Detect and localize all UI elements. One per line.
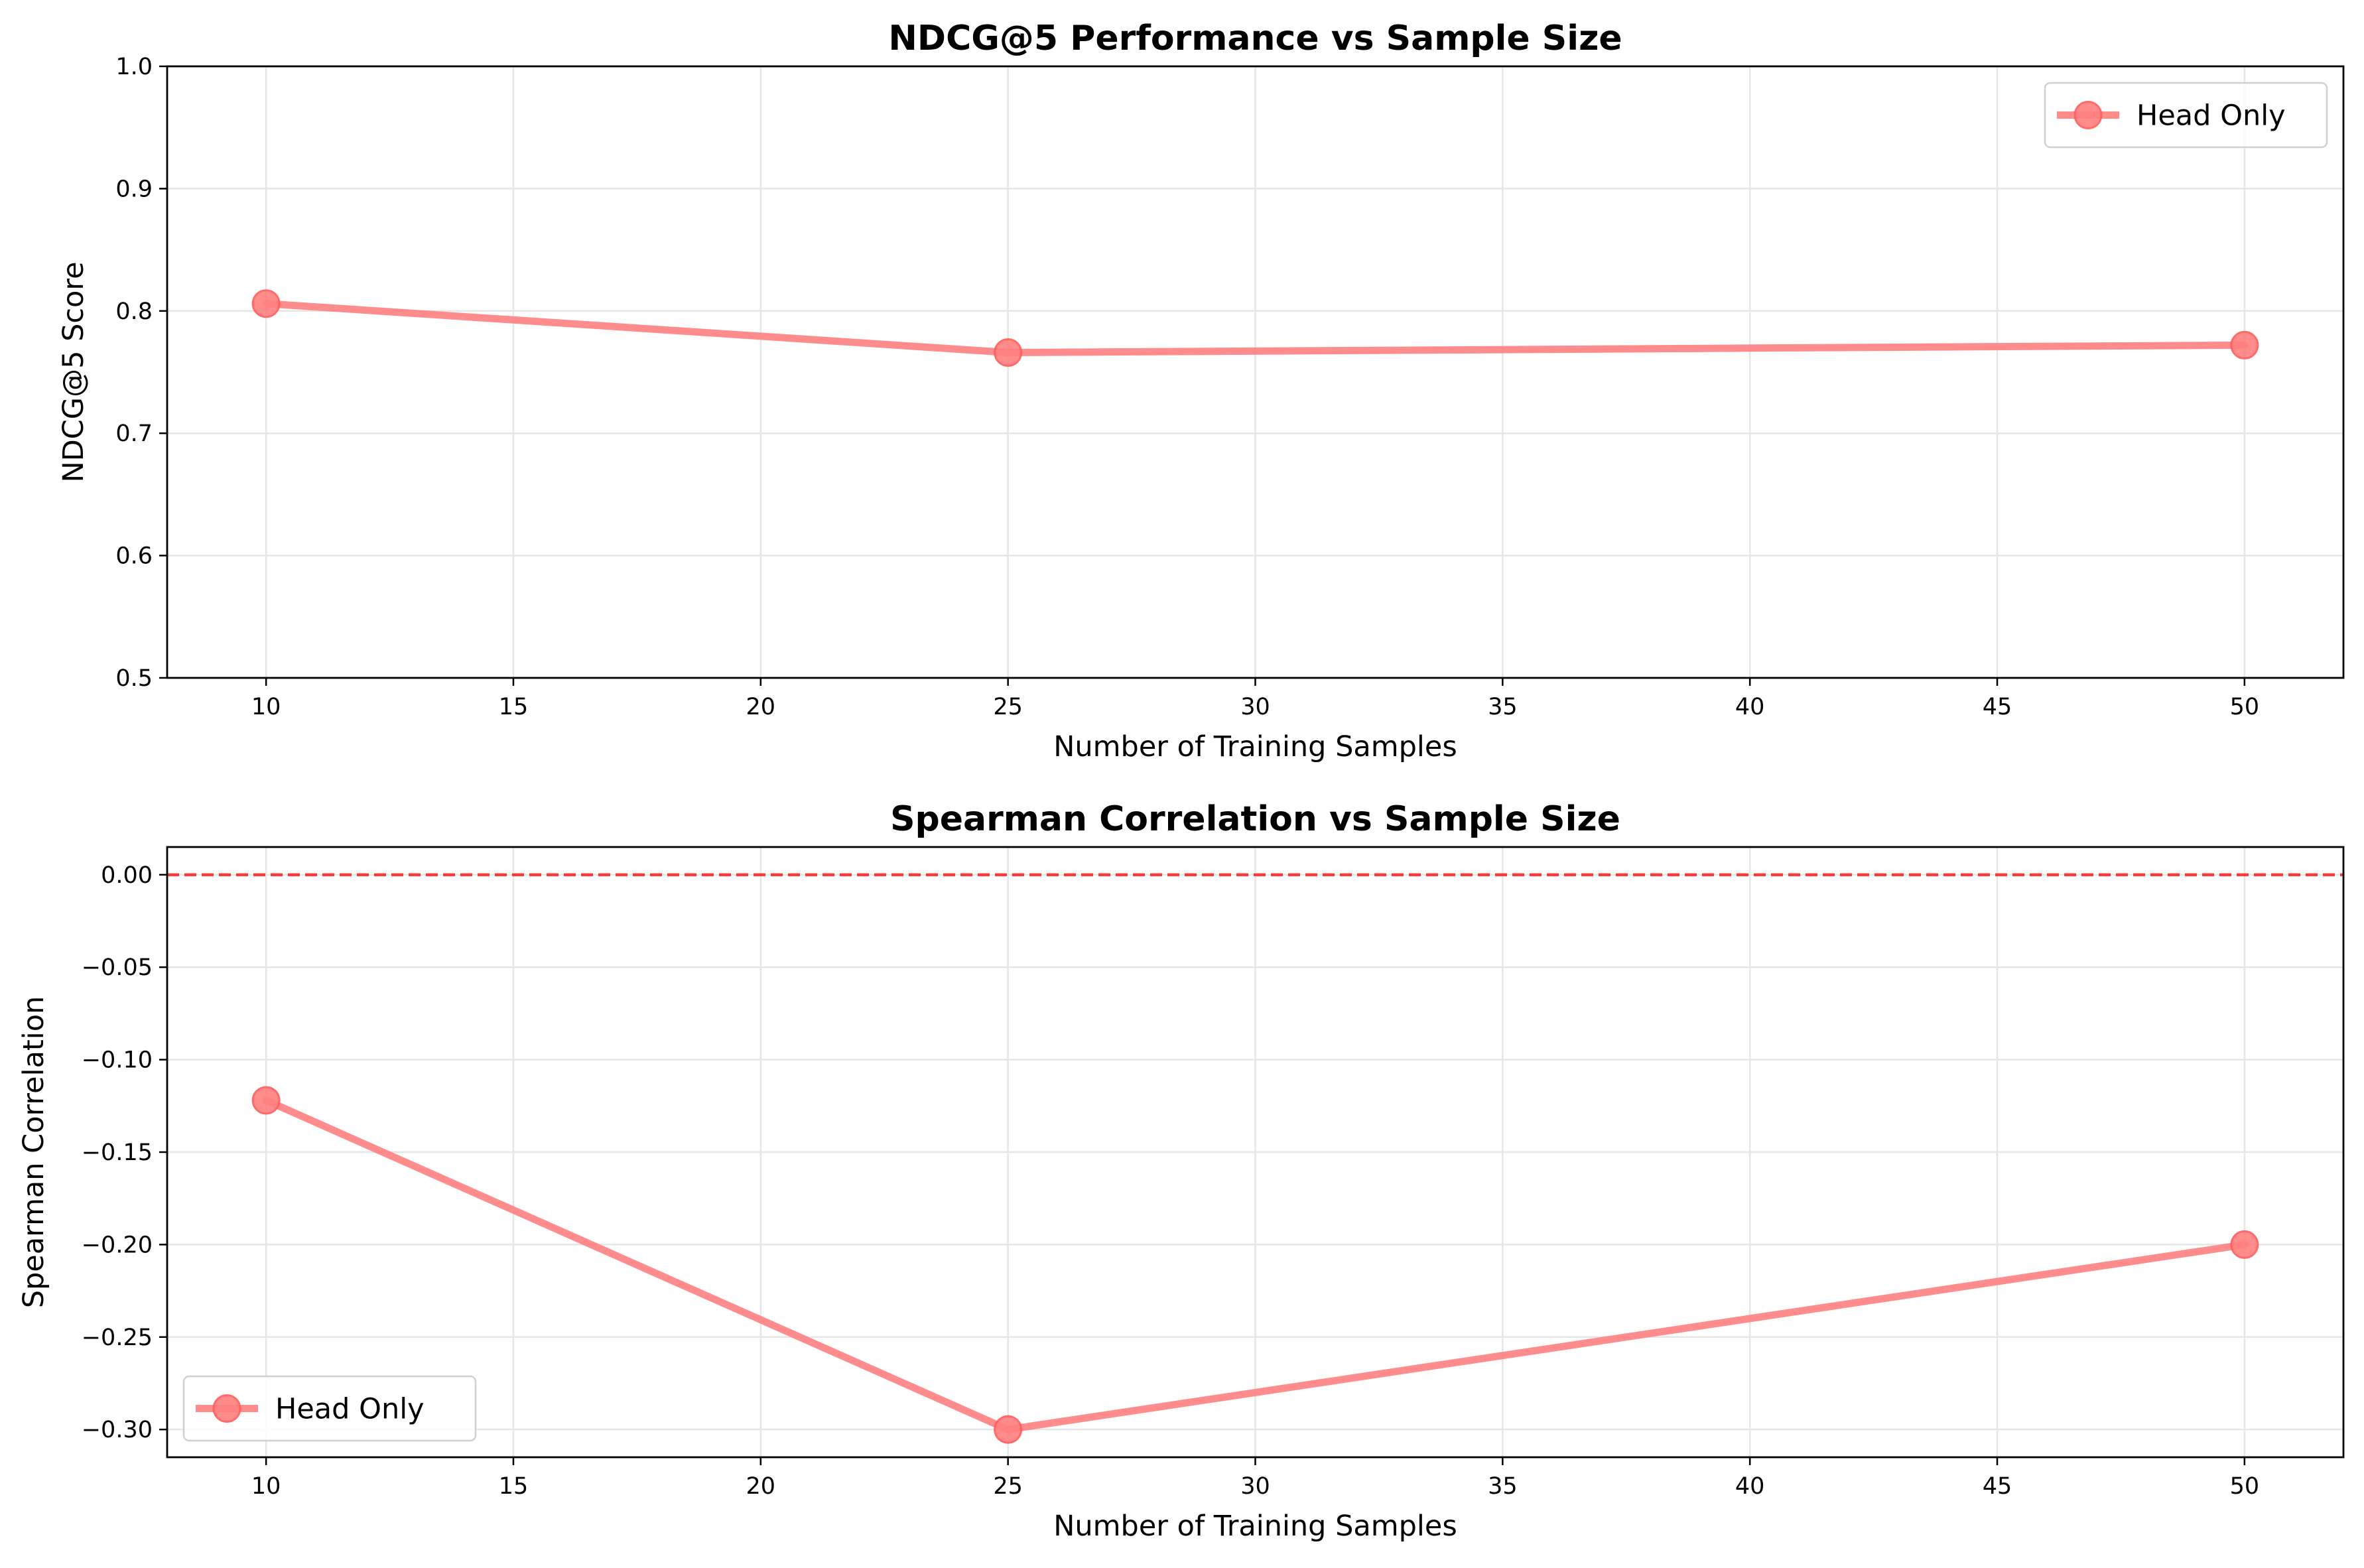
x-tick-label: 10 xyxy=(251,1473,281,1500)
x-tick-label: 20 xyxy=(746,694,776,720)
legend: Head Only xyxy=(2044,82,2328,149)
x-tick-label: 45 xyxy=(1983,1473,2012,1500)
y-tick-label: −0.25 xyxy=(82,1325,153,1351)
y-tick-label: 0.8 xyxy=(115,298,153,325)
x-tick-label: 25 xyxy=(993,1473,1023,1500)
chart-panel-2: 10 15 20 25 30 35 40 45 50 0.00 −0.05 −0.10 −0.15 −0.… xyxy=(17,799,2345,1543)
x-tick-label: 20 xyxy=(746,1473,776,1500)
y-tick-label: 0.7 xyxy=(115,421,153,447)
legend-marker-swatch xyxy=(212,1394,241,1423)
y-tick-label: −0.05 xyxy=(82,954,153,981)
x-tick-label: 40 xyxy=(1735,1473,1765,1500)
x-tick-label: 40 xyxy=(1735,694,1765,720)
x-tick-label: 35 xyxy=(1488,1473,1518,1500)
x-tick-label: 15 xyxy=(499,1473,529,1500)
legend-marker-swatch xyxy=(2073,101,2103,129)
x-tick-label: 10 xyxy=(251,694,281,720)
data-point[interactable] xyxy=(251,289,281,318)
x-tick-label: 15 xyxy=(499,694,529,720)
x-tick-label: 30 xyxy=(1240,1473,1270,1500)
y-tick-label: −0.30 xyxy=(82,1417,153,1443)
data-point[interactable] xyxy=(2230,330,2259,359)
data-point[interactable] xyxy=(251,1086,281,1115)
legend-label: Head Only xyxy=(275,1393,425,1426)
x-tick-label: 30 xyxy=(1240,694,1270,720)
x-axis-label: Number of Training Samples xyxy=(1053,730,1457,763)
x-tick-label: 50 xyxy=(2230,694,2260,720)
chart-title: Spearman Correlation vs Sample Size xyxy=(890,799,1620,839)
y-tick-label: 0.6 xyxy=(115,543,153,570)
data-point[interactable] xyxy=(994,338,1023,367)
y-tick-label: 0.00 xyxy=(101,862,153,889)
y-tick-label: −0.20 xyxy=(82,1232,153,1258)
chart-title: NDCG@5 Performance vs Sample Size xyxy=(888,19,1622,58)
legend: Head Only xyxy=(182,1375,477,1442)
data-point[interactable] xyxy=(2230,1230,2259,1259)
chart-panel-1: 10 15 20 25 30 35 40 45 50 0.5 0.6 0.7 0.8 0.9 1.0 NDCG… xyxy=(57,19,2345,763)
x-tick-label: 50 xyxy=(2230,1473,2260,1500)
x-axis-label: Number of Training Samples xyxy=(1053,1510,1457,1543)
x-tick-label: 35 xyxy=(1488,694,1518,720)
y-tick-label: −0.10 xyxy=(82,1047,153,1074)
y-axis-label: Spearman Correlation xyxy=(17,996,50,1309)
x-tick-label: 25 xyxy=(993,694,1023,720)
legend-label: Head Only xyxy=(2136,99,2286,133)
y-axis-label: NDCG@5 Score xyxy=(57,261,90,482)
x-tick-label: 45 xyxy=(1983,694,2012,720)
data-point[interactable] xyxy=(994,1415,1023,1444)
y-tick-label: −0.15 xyxy=(82,1140,153,1166)
legend-box xyxy=(182,1375,477,1442)
y-tick-label: 0.9 xyxy=(115,176,153,202)
y-tick-label: 1.0 xyxy=(115,54,153,80)
legend-box xyxy=(2044,82,2328,149)
y-tick-label: 0.5 xyxy=(115,665,153,692)
